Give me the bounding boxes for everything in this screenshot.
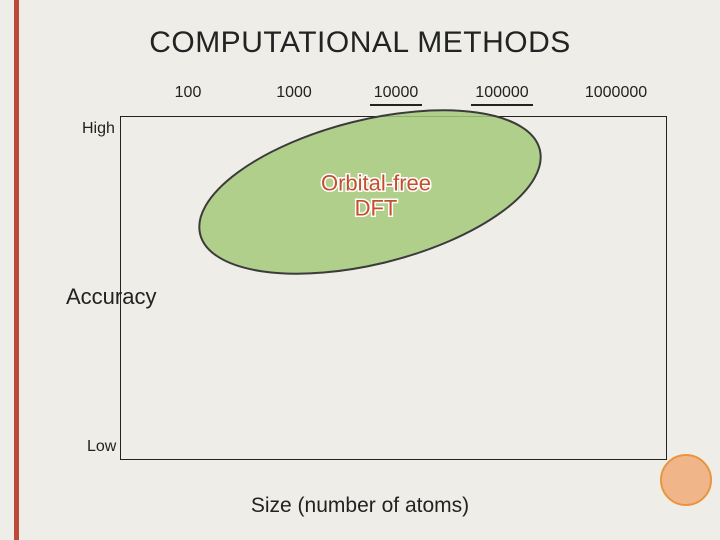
y-axis-title: Accuracy [66, 284, 156, 310]
xtick-underline-100000 [471, 104, 533, 106]
slide-title: COMPUTATIONAL METHODS [0, 26, 720, 60]
slide: COMPUTATIONAL METHODS 100 1000 10000 100… [0, 0, 720, 540]
xtick-1000000: 1000000 [585, 84, 647, 102]
xtick-1000: 1000 [276, 84, 312, 102]
x-axis-title: Size (number of atoms) [0, 494, 720, 518]
plot-box [120, 116, 667, 460]
y-axis-low-label: Low [87, 438, 116, 456]
xtick-10000: 10000 [374, 84, 419, 102]
corner-circle-icon [660, 454, 712, 506]
orbital-free-dft-label: Orbital-freeDFT Orbital-freeDFT [296, 171, 456, 222]
left-accent-stripe [14, 0, 19, 540]
xtick-100000: 100000 [475, 84, 528, 102]
xtick-underline-10000 [370, 104, 422, 106]
xtick-100: 100 [175, 84, 202, 102]
y-axis-high-label: High [82, 120, 115, 138]
